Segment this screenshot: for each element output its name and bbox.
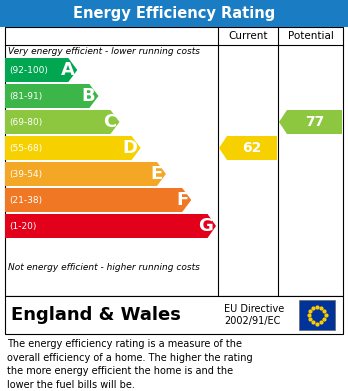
- Polygon shape: [5, 136, 141, 160]
- Text: G: G: [198, 217, 213, 235]
- Text: (92-100): (92-100): [9, 66, 48, 75]
- Text: (81-91): (81-91): [9, 91, 42, 100]
- Text: Not energy efficient - higher running costs: Not energy efficient - higher running co…: [8, 262, 200, 271]
- Polygon shape: [5, 84, 98, 108]
- Polygon shape: [5, 110, 119, 134]
- Text: 77: 77: [305, 115, 324, 129]
- Polygon shape: [5, 162, 166, 186]
- Text: Potential: Potential: [287, 31, 333, 41]
- Text: Current: Current: [228, 31, 268, 41]
- Text: (1-20): (1-20): [9, 221, 37, 231]
- Text: EU Directive
2002/91/EC: EU Directive 2002/91/EC: [224, 304, 284, 326]
- Text: 62: 62: [242, 141, 262, 155]
- Text: F: F: [176, 191, 188, 209]
- Text: (39-54): (39-54): [9, 170, 42, 179]
- Text: Very energy efficient - lower running costs: Very energy efficient - lower running co…: [8, 47, 200, 56]
- Text: (69-80): (69-80): [9, 118, 42, 127]
- Bar: [5, 296, 343, 334]
- Text: D: D: [122, 139, 137, 157]
- Polygon shape: [279, 110, 342, 134]
- Bar: [299, 300, 335, 330]
- Text: (55-68): (55-68): [9, 143, 42, 152]
- Polygon shape: [5, 58, 77, 82]
- Text: Energy Efficiency Rating: Energy Efficiency Rating: [73, 6, 275, 21]
- Text: E: E: [151, 165, 163, 183]
- Text: C: C: [103, 113, 117, 131]
- Bar: [0, 0, 348, 27]
- Text: (21-38): (21-38): [9, 196, 42, 204]
- Polygon shape: [219, 136, 277, 160]
- Polygon shape: [5, 214, 216, 238]
- Text: B: B: [82, 87, 95, 105]
- Text: The energy efficiency rating is a measure of the
overall efficiency of a home. T: The energy efficiency rating is a measur…: [7, 339, 253, 390]
- Text: A: A: [61, 61, 74, 79]
- Polygon shape: [5, 188, 191, 212]
- Text: England & Wales: England & Wales: [11, 306, 181, 324]
- Bar: [5, 27, 343, 296]
